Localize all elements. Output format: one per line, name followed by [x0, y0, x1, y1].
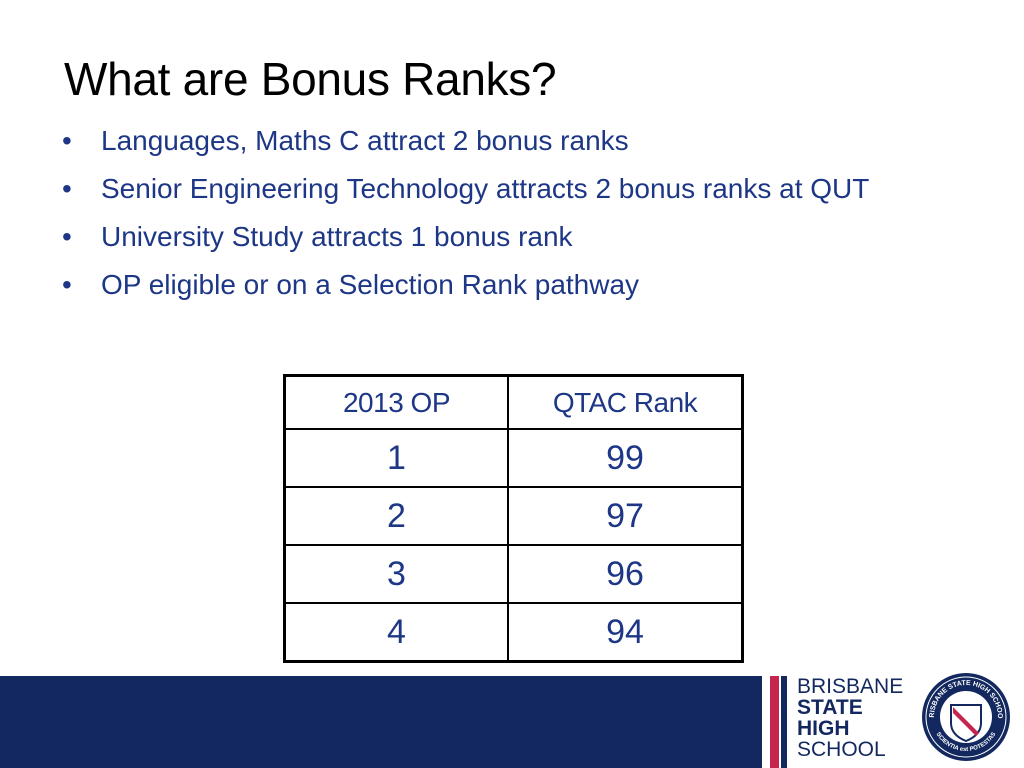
table-row: 3 96	[283, 544, 744, 604]
table-cell-op: 3	[283, 544, 509, 604]
bullet-list: • Languages, Maths C attract 2 bonus rank…	[62, 122, 982, 314]
bullet-item: • Senior Engineering Technology attracts …	[62, 170, 982, 208]
bullet-dot: •	[62, 173, 72, 204]
table-cell-rank: 96	[507, 544, 744, 604]
footer-accent-stripe-navy	[781, 676, 787, 768]
bullet-text: Languages, Maths C attract 2 bonus ranks	[101, 125, 629, 156]
bullet-dot: •	[62, 269, 72, 300]
school-crest-icon: BRISBANE STATE HIGH SCHOOL SCIENTIA est …	[920, 671, 1010, 761]
table-row: 1 99	[283, 428, 744, 488]
wordmark-line: HIGH	[797, 717, 850, 740]
bullet-item: • University Study attracts 1 bonus rank	[62, 218, 982, 256]
table-header-row: 2013 OP QTAC Rank	[283, 374, 744, 430]
column-header-op: 2013 OP	[283, 374, 509, 430]
table-cell-op: 4	[283, 602, 509, 663]
bullet-item: • Languages, Maths C attract 2 bonus rank…	[62, 122, 982, 160]
table-cell-rank: 94	[507, 602, 744, 663]
bullet-text: Senior Engineering Technology attracts 2…	[101, 173, 870, 204]
bullet-item: • OP eligible or on a Selection Rank path…	[62, 266, 982, 304]
slide-title: What are Bonus Ranks?	[64, 53, 557, 105]
footer-band	[0, 676, 762, 768]
table-cell-op: 1	[283, 428, 509, 488]
table-cell-rank: 97	[507, 486, 744, 546]
school-wordmark: BRISBANE STATE HIGH SCHOOL	[797, 676, 903, 760]
footer-accent-stripe	[770, 676, 779, 768]
bullet-text: University Study attracts 1 bonus rank	[101, 221, 573, 252]
wordmark-line: BRISBANE	[797, 675, 904, 698]
table-cell-op: 2	[283, 486, 509, 546]
table-row: 2 97	[283, 486, 744, 546]
table-row: 4 94	[283, 602, 744, 663]
column-header-qtac-rank: QTAC Rank	[507, 374, 744, 430]
table-cell-rank: 99	[507, 428, 744, 488]
op-rank-table: 2013 OP QTAC Rank 1 99 2 97 3 96 4 94	[283, 374, 744, 663]
bullet-dot: •	[62, 125, 72, 156]
wordmark-line: STATE	[797, 696, 863, 719]
bullet-dot: •	[62, 221, 72, 252]
bullet-text: OP eligible or on a Selection Rank pathw…	[101, 269, 640, 300]
wordmark-line: SCHOOL	[797, 738, 886, 761]
